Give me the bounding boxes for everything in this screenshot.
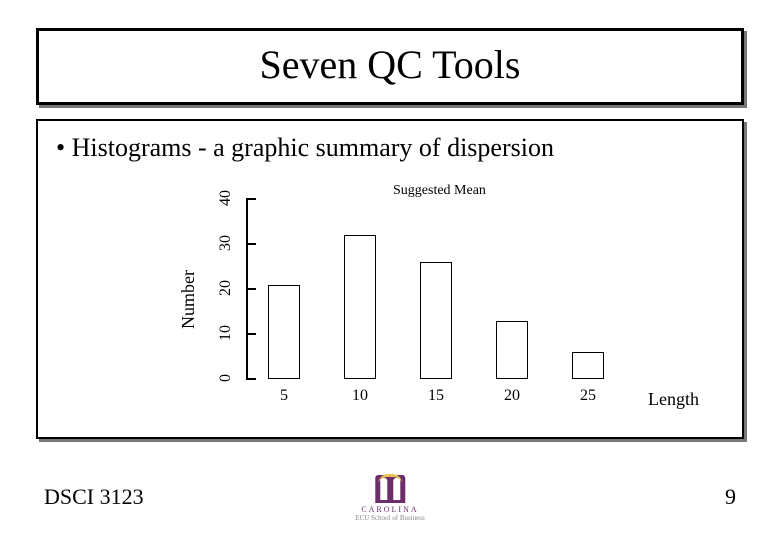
y-tick — [246, 378, 256, 380]
histogram-bar — [420, 262, 452, 379]
logo-line2: CAROLINA — [355, 505, 424, 514]
histogram-chart: Number Suggested Mean Length 01020304051… — [208, 179, 678, 419]
university-logo: CAROLINA ECU School of Business — [355, 475, 424, 522]
footer-course-code: DSCI 3123 — [44, 484, 144, 510]
x-axis-title: Length — [648, 389, 699, 410]
x-tick-label: 25 — [568, 387, 608, 405]
x-tick-label: 20 — [492, 387, 532, 405]
title-box: Seven QC Tools — [36, 28, 744, 105]
y-tick-label: 20 — [217, 274, 235, 302]
x-tick-label: 5 — [264, 387, 304, 405]
logo-icon — [375, 475, 405, 503]
y-tick-label: 10 — [217, 319, 235, 347]
y-tick — [246, 333, 256, 335]
y-axis-title: Number — [178, 270, 199, 329]
y-tick — [246, 198, 256, 200]
content-box: • Histograms - a graphic summary of disp… — [36, 119, 744, 439]
histogram-bar — [268, 285, 300, 380]
y-tick — [246, 288, 256, 290]
x-tick-label: 10 — [340, 387, 380, 405]
histogram-bar — [496, 321, 528, 380]
y-tick — [246, 243, 256, 245]
page-number: 9 — [725, 484, 736, 510]
y-tick-label: 0 — [217, 364, 235, 392]
histogram-bar — [344, 235, 376, 379]
y-tick-label: 40 — [217, 184, 235, 212]
logo-sub: ECU School of Business — [355, 514, 424, 522]
legend-label: Suggested Mean — [393, 183, 486, 199]
slide-title: Seven QC Tools — [39, 41, 741, 88]
slide-container: Seven QC Tools • Histograms - a graphic … — [0, 0, 780, 540]
x-tick-label: 15 — [416, 387, 456, 405]
histogram-bar — [572, 352, 604, 379]
bullet-text: • Histograms - a graphic summary of disp… — [56, 133, 724, 163]
y-tick-label: 30 — [217, 229, 235, 257]
